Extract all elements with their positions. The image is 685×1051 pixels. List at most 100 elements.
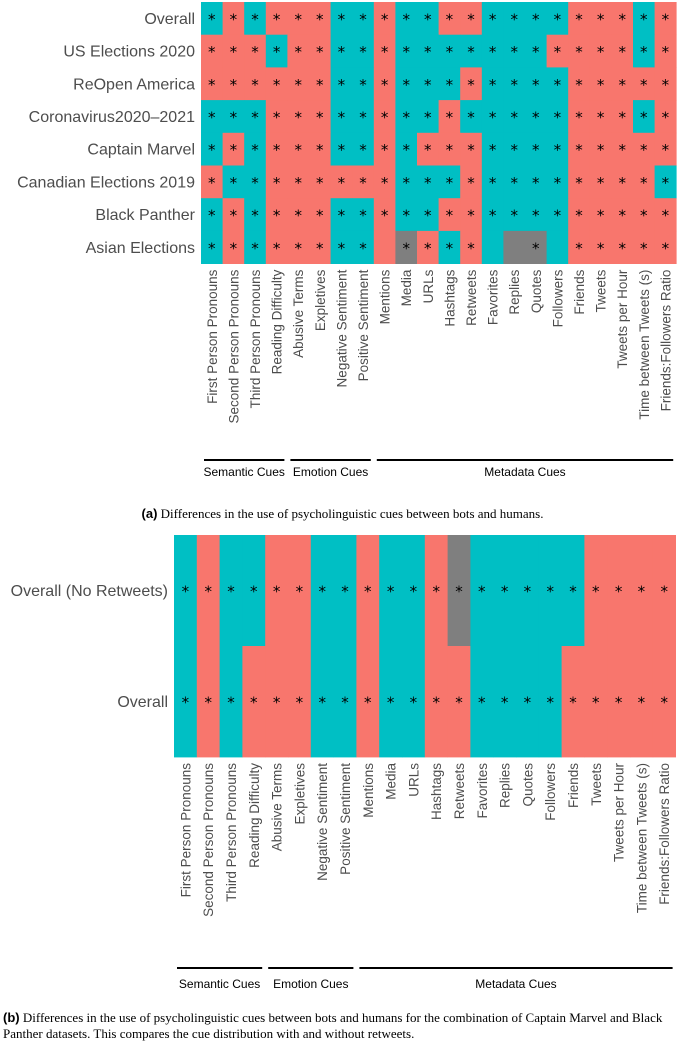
column-label: Expletives: [313, 269, 328, 331]
cell-1-0: [201, 34, 223, 68]
significance-star: *: [410, 694, 418, 712]
significance-star: *: [341, 694, 349, 712]
significance-star: *: [546, 694, 554, 712]
group-label: Semantic Cues: [179, 977, 260, 991]
caption-b-tag: (b): [3, 1010, 20, 1025]
cell-5-21: [654, 165, 677, 199]
cell-5-7: [352, 165, 375, 199]
significance-star: *: [597, 174, 605, 192]
cell-6-10: [417, 198, 439, 232]
cell-5-10: [417, 165, 439, 199]
significance-star: *: [318, 583, 326, 601]
significance-star: *: [251, 108, 259, 126]
significance-star: *: [410, 583, 418, 601]
column-label: Favorites: [486, 269, 501, 325]
cell-0-14: [503, 2, 526, 36]
column-label: Tweets per Hour: [612, 763, 627, 863]
significance-star: *: [381, 76, 389, 94]
significance-star: *: [660, 583, 668, 601]
significance-star: *: [208, 10, 216, 28]
column-label: Followers: [543, 763, 558, 821]
significance-star: *: [532, 174, 540, 192]
significance-star: *: [467, 43, 475, 61]
cell-7-5: [309, 230, 331, 264]
cell-1-19: [611, 34, 634, 68]
significance-star: *: [424, 174, 432, 192]
column-label: Media: [384, 763, 399, 800]
cell-0-19: [607, 535, 631, 647]
significance-star: *: [662, 108, 670, 126]
cell-5-5: [309, 165, 331, 199]
cell-6-2: [244, 198, 267, 232]
cell-1-3: [242, 646, 266, 758]
cell-1-18: [589, 34, 612, 68]
significance-star: *: [387, 583, 395, 601]
cell-0-19: [611, 2, 634, 36]
significance-star: *: [597, 43, 605, 61]
significance-star: *: [446, 239, 454, 257]
column-label: Abusive Terms: [291, 269, 306, 358]
cell-6-20: [633, 198, 655, 232]
cell-3-4: [287, 100, 310, 134]
cell-6-12: [460, 198, 483, 232]
cell-4-16: [546, 132, 569, 166]
cell-4-6: [330, 132, 353, 166]
significance-star: *: [273, 174, 281, 192]
significance-star: *: [446, 141, 454, 159]
cell-0-11: [438, 2, 461, 36]
cell-1-11: [438, 34, 461, 68]
cell-0-2: [244, 2, 267, 36]
significance-star: *: [359, 76, 367, 94]
significance-star: *: [554, 76, 562, 94]
significance-star: *: [467, 10, 475, 28]
group-label: Emotion Cues: [293, 465, 368, 479]
column-label: Reading Difficulty: [247, 763, 262, 868]
cell-6-1: [222, 198, 245, 232]
cell-2-0: [201, 67, 223, 101]
cell-7-0: [201, 230, 223, 264]
cell-7-9: [395, 230, 418, 264]
column-label: Time between Tweets (s): [634, 763, 649, 913]
significance-star: *: [316, 141, 324, 159]
cell-6-11: [438, 198, 461, 232]
cell-4-11: [438, 132, 461, 166]
cell-0-1: [196, 535, 220, 647]
significance-star: *: [510, 76, 518, 94]
significance-star: *: [294, 174, 302, 192]
significance-star: *: [618, 43, 626, 61]
cell-1-16: [546, 34, 569, 68]
cell-2-10: [417, 67, 439, 101]
row-label: Overall: [117, 694, 168, 711]
cell-7-7: [352, 230, 375, 264]
row-label: Asian Elections: [86, 240, 195, 257]
cell-0-17: [561, 535, 585, 647]
cell-5-3: [265, 165, 288, 199]
cell-0-9: [395, 2, 418, 36]
significance-star: *: [316, 174, 324, 192]
significance-star: *: [489, 43, 497, 61]
significance-star: *: [318, 694, 326, 712]
significance-star: *: [638, 694, 646, 712]
significance-star: *: [273, 10, 281, 28]
cell-0-0: [174, 535, 198, 647]
cell-1-15: [516, 646, 540, 758]
significance-star: *: [597, 141, 605, 159]
column-label: Media: [399, 269, 414, 306]
significance-star: *: [273, 141, 281, 159]
cell-1-0: [174, 646, 198, 758]
significance-star: *: [338, 141, 346, 159]
column-label: Abusive Terms: [270, 763, 285, 852]
cell-1-2: [244, 34, 267, 68]
column-label: Retweets: [452, 763, 467, 820]
significance-star: *: [446, 174, 454, 192]
significance-star: *: [424, 207, 432, 225]
cell-4-8: [373, 132, 396, 166]
column-label: Friends: [572, 269, 587, 314]
cell-1-5: [288, 646, 312, 758]
cell-4-4: [287, 132, 310, 166]
cell-5-20: [633, 165, 655, 199]
significance-star: *: [251, 141, 259, 159]
cell-0-8: [356, 535, 380, 647]
cell-0-16: [546, 2, 569, 36]
significance-star: *: [251, 43, 259, 61]
